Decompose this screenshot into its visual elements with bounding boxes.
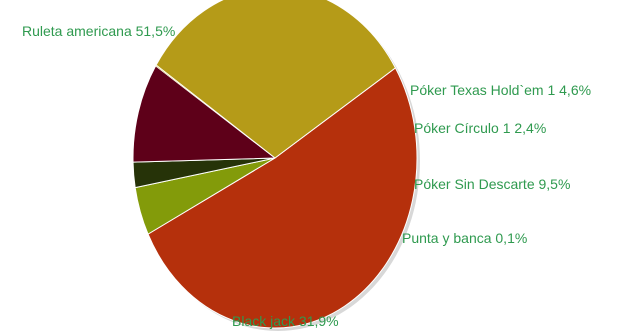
slice-label-4: Punta y banca 0,1% (402, 230, 527, 246)
pie-slice-0[interactable] (147, 67, 418, 329)
slice-label-5: Black jack 31,9% (232, 313, 339, 329)
pie-slice-3[interactable] (132, 65, 276, 163)
pie-labels: Ruleta americana 51,5% Póker Texas Hold`e… (22, 23, 591, 329)
slice-label-3: Póker Sin Descarte 9,5% (414, 176, 570, 192)
slice-label-1: Póker Texas Hold`em 1 4,6% (410, 82, 591, 98)
slice-label-0: Ruleta americana 51,5% (22, 23, 175, 39)
slice-label-2: Póker Círculo 1 2,4% (414, 120, 546, 136)
pie-slices (132, 0, 420, 331)
pie-slice-5[interactable] (155, 0, 396, 159)
